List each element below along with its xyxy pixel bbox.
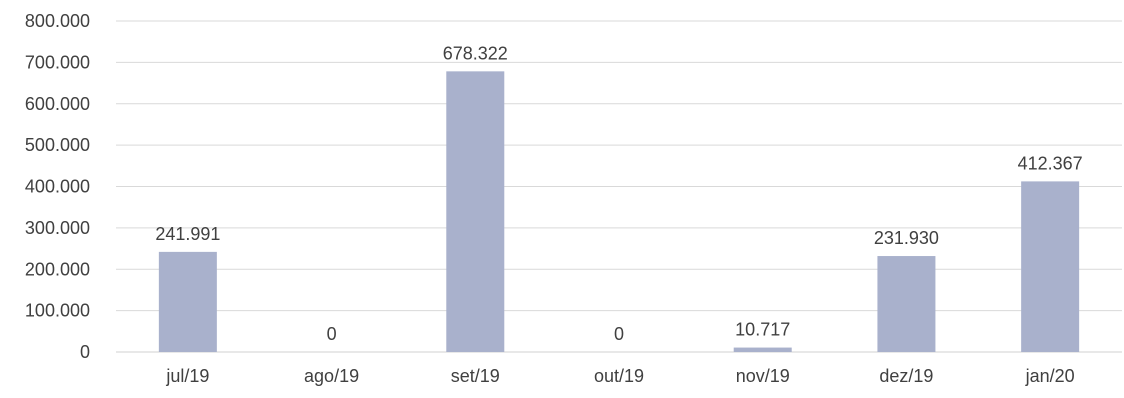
bar bbox=[733, 347, 792, 352]
bar bbox=[1021, 181, 1080, 352]
data-label: 0 bbox=[614, 324, 624, 344]
y-tick-label: 200.000 bbox=[25, 259, 90, 279]
data-label: 678.322 bbox=[443, 43, 508, 63]
x-tick-label: out/19 bbox=[594, 366, 644, 386]
y-tick-label: 600.000 bbox=[25, 94, 90, 114]
y-tick-label: 300.000 bbox=[25, 218, 90, 238]
y-tick-label: 400.000 bbox=[25, 177, 90, 197]
data-label: 0 bbox=[327, 324, 337, 344]
gridlines bbox=[116, 20, 1122, 353]
data-label: 10.717 bbox=[735, 320, 790, 340]
bars bbox=[158, 71, 1080, 352]
y-tick-label: 700.000 bbox=[25, 52, 90, 72]
data-label: 231.930 bbox=[874, 228, 939, 248]
data-label: 241.991 bbox=[155, 224, 220, 244]
y-tick-label: 800.000 bbox=[25, 11, 90, 31]
y-axis-ticks: 0 100.000 200.000 300.000 400.000 500.000 600.… bbox=[25, 11, 90, 362]
y-tick-label: 0 bbox=[80, 342, 90, 362]
x-tick-label: set/19 bbox=[451, 366, 500, 386]
data-label: 412.367 bbox=[1018, 153, 1083, 173]
x-tick-label: ago/19 bbox=[304, 366, 359, 386]
bar bbox=[446, 71, 505, 352]
x-tick-label: jul/19 bbox=[165, 366, 209, 386]
x-tick-label: nov/19 bbox=[736, 366, 790, 386]
bar bbox=[158, 251, 217, 352]
x-tick-label: jan/20 bbox=[1025, 366, 1075, 386]
data-labels: 241.991 0 678.322 0 10.717 231.930 412.367 bbox=[155, 43, 1082, 344]
y-tick-label: 100.000 bbox=[25, 301, 90, 321]
bar bbox=[877, 256, 936, 352]
y-tick-label: 500.000 bbox=[25, 135, 90, 155]
x-tick-label: dez/19 bbox=[879, 366, 933, 386]
x-axis-ticks: jul/19 ago/19 set/19 out/19 nov/19 dez/19 jan/… bbox=[165, 366, 1074, 386]
